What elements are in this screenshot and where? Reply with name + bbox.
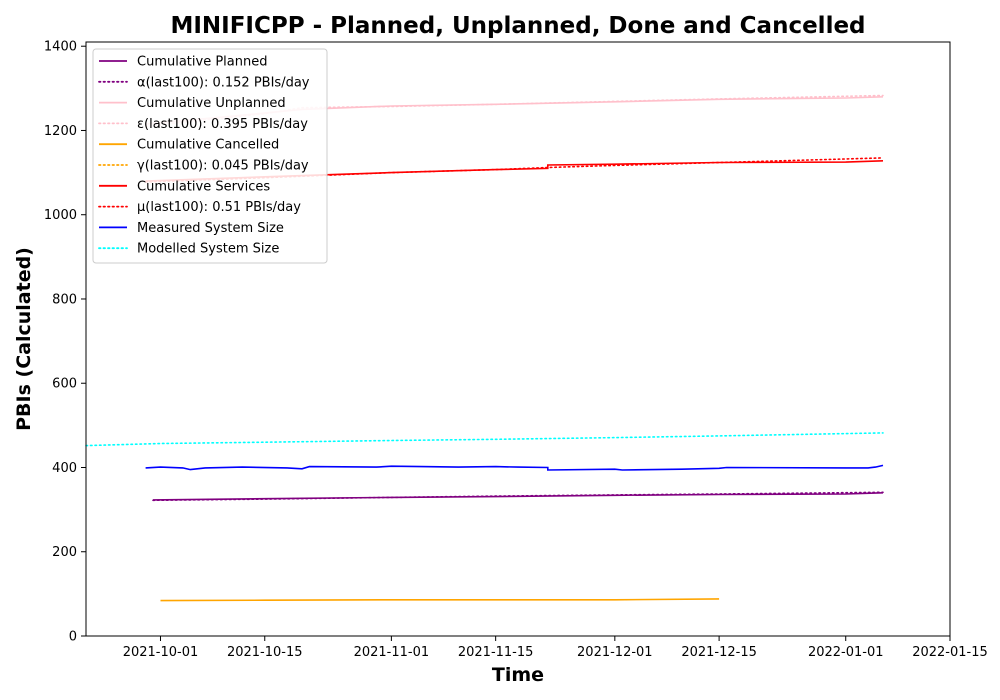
y-tick-label-3: 400 bbox=[52, 461, 77, 476]
x-tick-label-3: 2021-11-01 bbox=[354, 645, 430, 660]
x-axis-title: Time bbox=[492, 664, 544, 686]
legend-label-6: γ(last100): 0.045 PBIs/day bbox=[137, 159, 309, 174]
legend: Cumulative Planned α(last100): 0.152 PBIs… bbox=[92, 48, 328, 264]
series-line-3 bbox=[145, 160, 884, 182]
y-tick-label-1: 0 bbox=[69, 630, 77, 645]
y-tick-label-6: 1000 bbox=[44, 208, 77, 223]
legend-label-10: Modelled System Size bbox=[137, 242, 279, 257]
x-tick-label-1: 2021-10-01 bbox=[123, 645, 199, 660]
legend-label-4: ε(last100): 0.395 PBIs/day bbox=[137, 117, 308, 132]
y-tick-label-5: 800 bbox=[52, 292, 77, 307]
series-line-6 bbox=[145, 464, 884, 471]
x-tick-label-8: 2022-01-15 bbox=[912, 645, 988, 660]
y-tick-label-7: 1200 bbox=[44, 124, 77, 139]
chart-title: MINIFICPP - Planned, Unplanned, Done and… bbox=[170, 13, 865, 39]
x-tick-label-6: 2021-12-15 bbox=[681, 645, 757, 660]
legend-box bbox=[92, 48, 328, 264]
legend-label-8: μ(last100): 0.51 PBIs/day bbox=[137, 200, 301, 215]
series-line-8 bbox=[152, 491, 884, 502]
y-axis: 0 200 400 600 800 1000 1200 1400 bbox=[44, 40, 86, 645]
legend-label-5: Cumulative Cancelled bbox=[137, 138, 279, 153]
series-line-5 bbox=[85, 432, 884, 447]
series-line-9 bbox=[160, 598, 720, 602]
legend-label-1: Cumulative Planned bbox=[137, 55, 267, 70]
legend-label-3: Cumulative Unplanned bbox=[137, 96, 286, 111]
legend-label-7: Cumulative Services bbox=[137, 179, 270, 194]
x-tick-label-7: 2022-01-01 bbox=[808, 645, 884, 660]
legend-label-9: Measured System Size bbox=[137, 221, 284, 236]
y-tick-label-8: 1400 bbox=[44, 40, 77, 55]
legend-label-2: α(last100): 0.152 PBIs/day bbox=[137, 75, 310, 90]
x-tick-label-5: 2021-12-01 bbox=[577, 645, 653, 660]
y-tick-label-2: 200 bbox=[52, 545, 77, 560]
y-axis-title: PBIs (Calculated) bbox=[13, 247, 35, 431]
x-axis: 2021-10-01 2021-10-15 2021-11-01 2021-11-15… bbox=[123, 636, 988, 660]
y-tick-label-4: 600 bbox=[52, 377, 77, 392]
x-tick-label-4: 2021-11-15 bbox=[458, 645, 534, 660]
x-tick-label-2: 2021-10-15 bbox=[227, 645, 303, 660]
plot-frame bbox=[85, 41, 951, 637]
